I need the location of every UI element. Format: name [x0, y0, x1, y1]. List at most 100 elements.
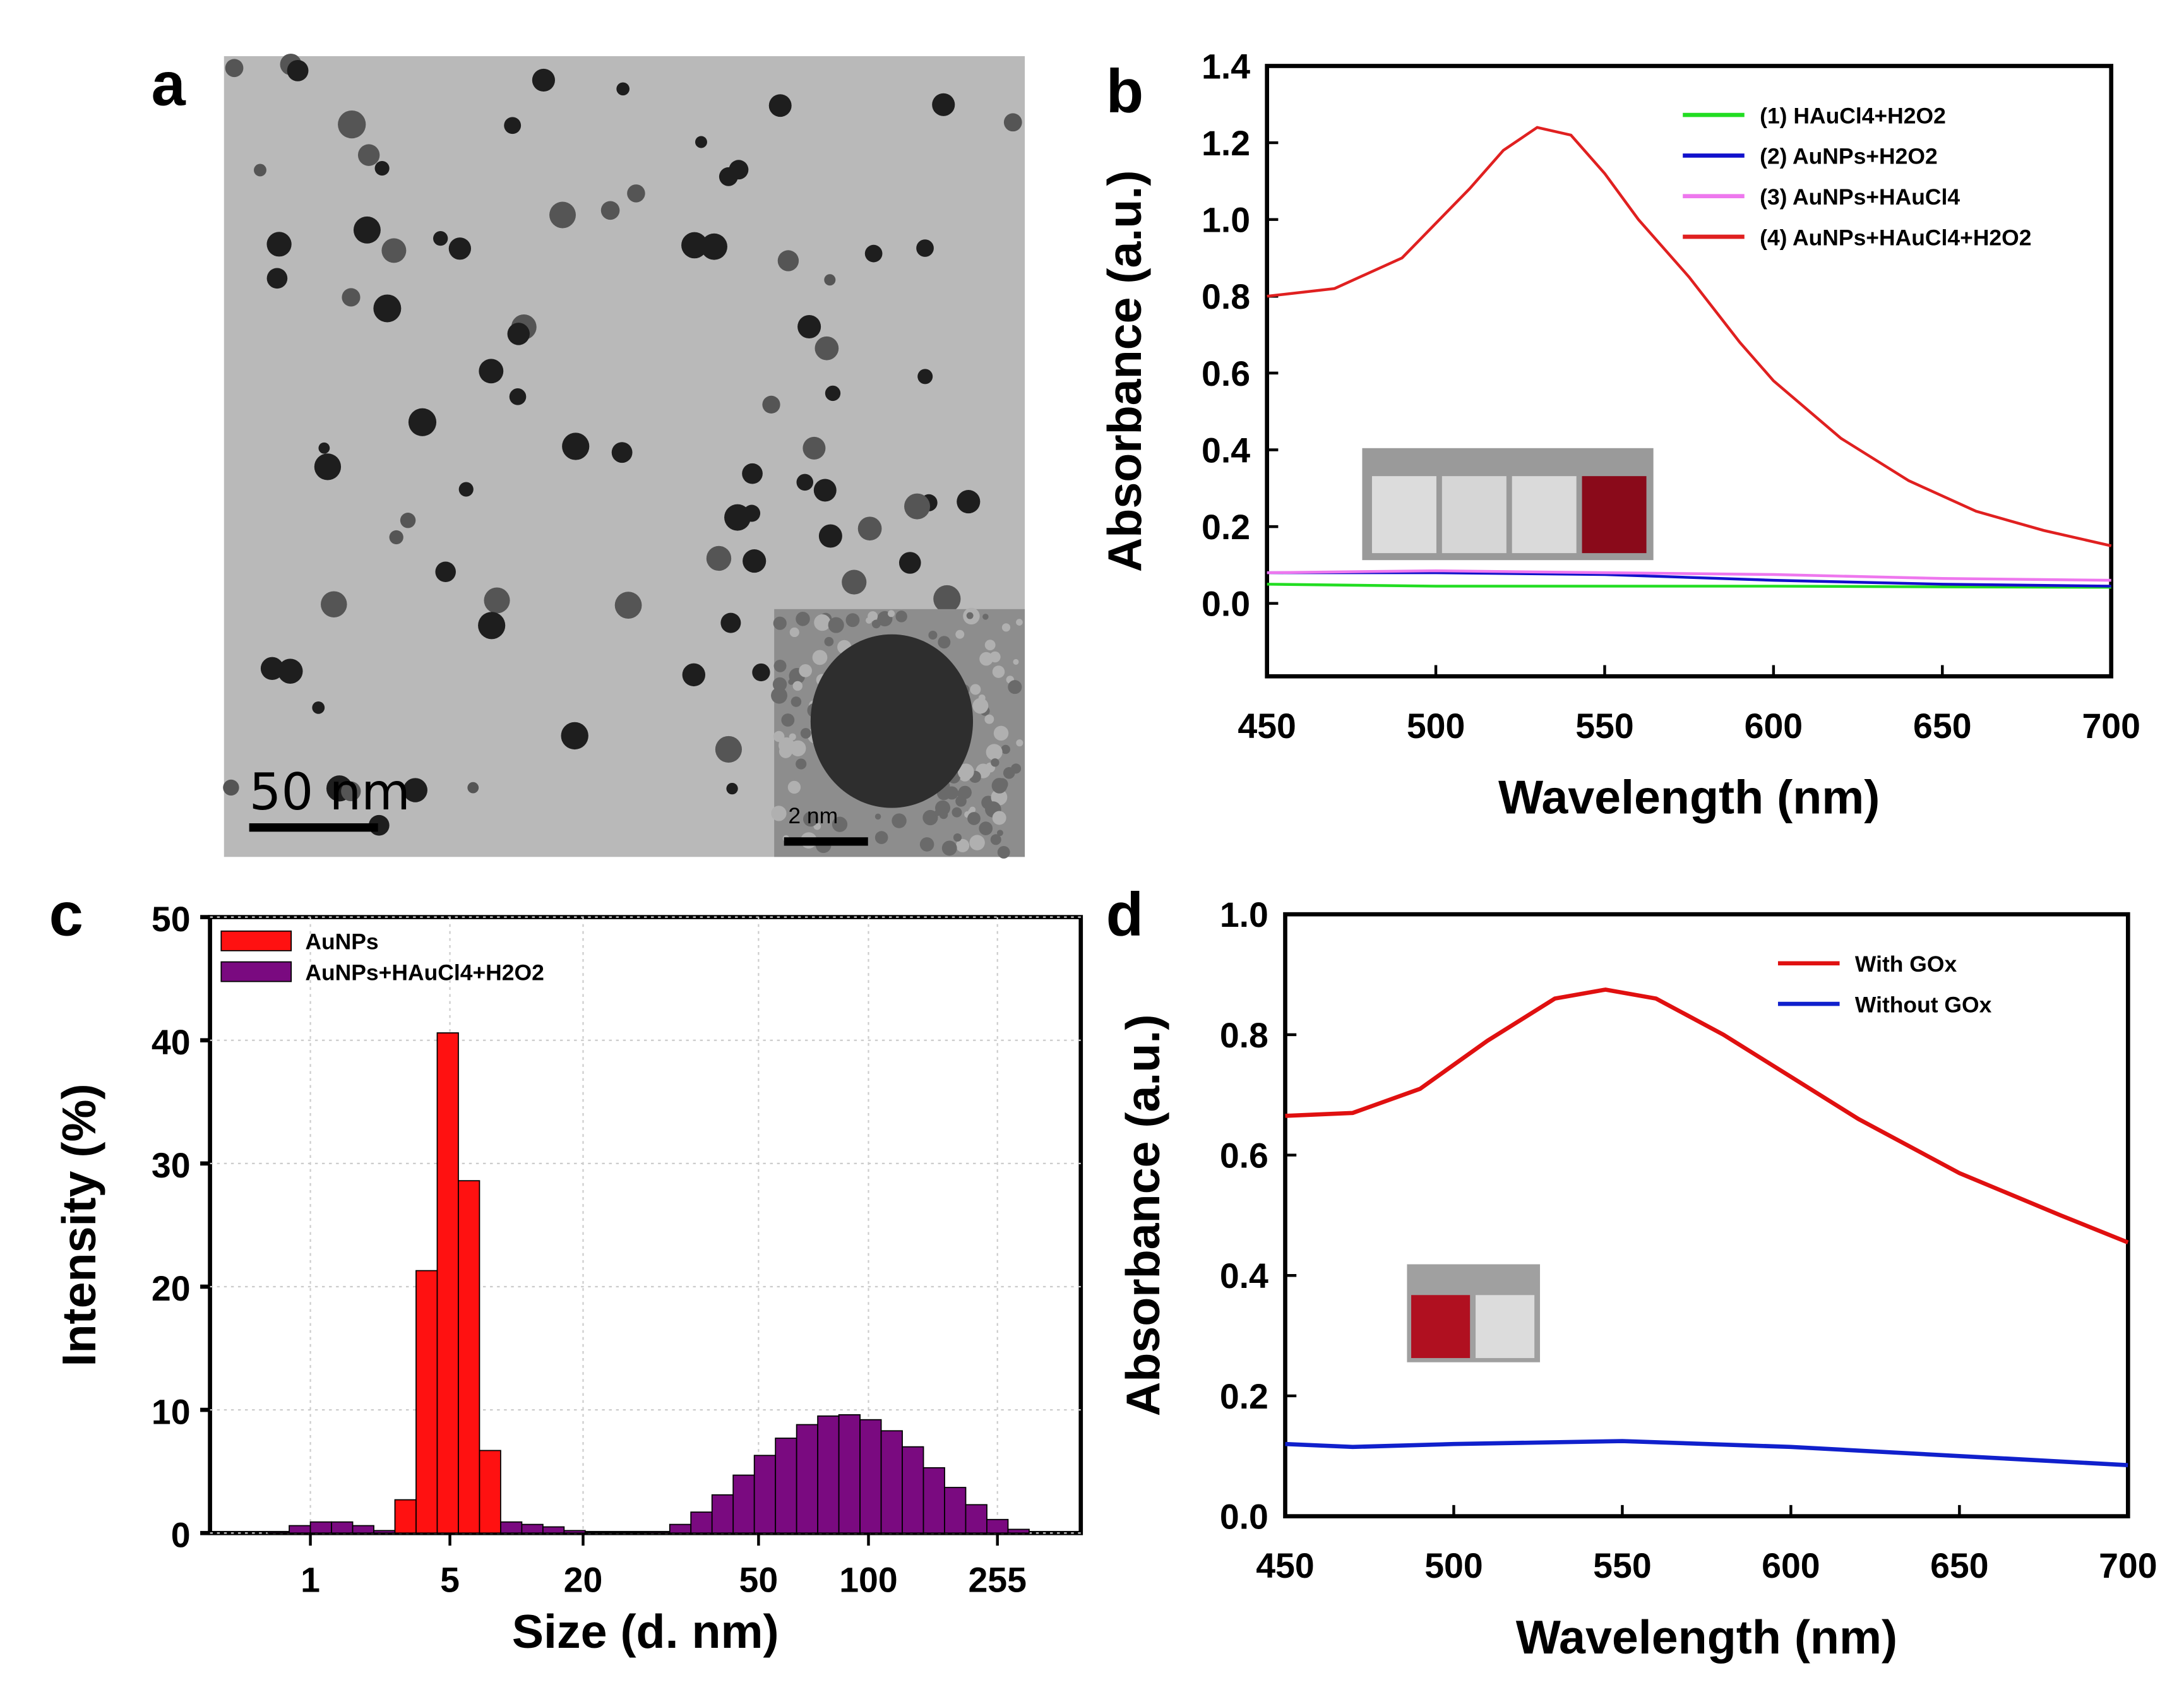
b-x-tick-label: 550 [1575, 706, 1633, 746]
nanoparticle [389, 530, 403, 545]
nanoparticle [562, 432, 590, 460]
d-x-axis-label: Wavelength (nm) [1516, 1611, 1897, 1664]
d-legend-label: Without GOx [1855, 992, 1992, 1017]
c-bar-2 [944, 1487, 967, 1534]
c-y-tick-label: 50 [152, 900, 191, 939]
b-x-tick-label: 600 [1745, 706, 1803, 746]
nanoparticle [742, 463, 763, 484]
c-bar-2 [626, 1532, 650, 1534]
nanoparticle [342, 288, 361, 307]
nanoparticle [768, 94, 792, 117]
b-y-tick-label: 1.4 [1202, 47, 1250, 86]
c-bar-2 [606, 1532, 628, 1534]
nanoparticle [600, 201, 620, 220]
nanoparticle [435, 561, 456, 582]
nanoparticle [254, 164, 266, 177]
c-legend-label: AuNPs [305, 929, 378, 955]
c-bar-1 [479, 1450, 501, 1534]
nanoparticle [715, 736, 743, 763]
nanoparticle [504, 117, 522, 134]
c-bar-1 [394, 1499, 417, 1534]
nanoparticle [467, 782, 479, 794]
nanoparticle [403, 778, 427, 802]
nanoparticle [318, 442, 330, 454]
d-y-tick-label: 0.6 [1220, 1136, 1268, 1176]
c-bar-2 [796, 1424, 819, 1534]
b-y-axis-label: Absorbance (a.u.) [1098, 170, 1151, 573]
nanoparticle [917, 369, 933, 384]
c-bar-2 [500, 1521, 523, 1534]
chart-dls-c: Size (d. nm) Intensity (%) 0 10 20 30 40 50 1 5 20… [52, 900, 1083, 1658]
b-plot-frame [1265, 64, 2114, 679]
nanoparticle [321, 591, 347, 617]
nanoparticle [743, 504, 761, 522]
c-bar-2 [669, 1523, 692, 1534]
c-bar-2 [1007, 1528, 1030, 1534]
c-x-tick-label: 50 [739, 1560, 779, 1599]
c-legend-swatch [220, 961, 292, 982]
nanoparticle [353, 216, 381, 244]
nanoparticle [225, 59, 244, 78]
nanoparticle [695, 136, 707, 148]
c-bar-2 [521, 1523, 544, 1534]
nanoparticle [478, 612, 506, 640]
c-bar-2 [584, 1532, 607, 1534]
c-bar-1 [458, 1180, 480, 1534]
b-y-tick-label: 0.4 [1202, 431, 1250, 470]
d-y-tick-label: 0.0 [1220, 1498, 1268, 1537]
c-x-tick-label: 5 [440, 1560, 460, 1599]
chart-uv-vis-b: Wavelength (nm) Absorbance (a.u.) 450 500 55… [1098, 47, 2140, 823]
d-y-axis-label: Absorbance (a.u.) [1116, 1015, 1169, 1417]
b-x-tick-label: 700 [2082, 706, 2140, 746]
inset-scale-bar [784, 837, 868, 846]
nanoparticle [312, 701, 325, 714]
b-series-line-2 [1267, 571, 2111, 588]
d-y-tick-label: 1.0 [1220, 895, 1268, 934]
nanoparticle [752, 663, 770, 682]
c-legend-swatch [220, 930, 292, 951]
nanoparticle [266, 232, 292, 257]
nanoparticle [916, 239, 934, 257]
d-y-tick-label: 0.2 [1220, 1377, 1268, 1416]
nanoparticle [374, 161, 390, 176]
nanoparticle [796, 474, 813, 491]
nanoparticle [484, 587, 510, 614]
panel-label-d: d [1106, 879, 1144, 948]
c-bar-2 [838, 1414, 861, 1534]
c-bar-2 [563, 1530, 586, 1534]
c-bar-2 [690, 1511, 713, 1534]
b-legend-label: (3) AuNPs+HAuCl4 [1760, 184, 1960, 210]
nanoparticle [933, 585, 961, 613]
nanoparticle [824, 274, 836, 286]
c-bar-2 [648, 1531, 671, 1534]
c-y-tick-label: 20 [152, 1269, 191, 1308]
nanoparticle [682, 663, 706, 687]
panel-label-c: c [49, 879, 83, 948]
nanoparticle [729, 160, 749, 180]
nanoparticle [825, 385, 841, 402]
c-bar-2 [965, 1504, 988, 1534]
c-bar-2 [753, 1455, 777, 1534]
nanoparticle [842, 569, 867, 595]
vials-photo-d [1407, 1264, 1541, 1362]
c-bar-2 [902, 1446, 924, 1534]
nanoparticle [614, 592, 642, 619]
b-y-tick-label: 0.2 [1202, 508, 1250, 547]
c-y-tick-label: 0 [171, 1515, 191, 1554]
nanoparticle [701, 233, 727, 260]
d-y-tick-label: 0.8 [1220, 1016, 1268, 1055]
b-x-tick-label: 500 [1407, 706, 1465, 746]
tem-image: 2 nm 50 nm [223, 53, 1025, 859]
nanoparticle [815, 336, 839, 360]
b-x-axis-label: Wavelength (nm) [1498, 771, 1880, 824]
nanoparticle [797, 315, 821, 339]
nanoparticle [706, 545, 732, 571]
c-bar-2 [986, 1518, 1009, 1534]
nanoparticle [743, 549, 767, 573]
nanoparticle [400, 513, 416, 528]
nanoparticle [616, 82, 630, 96]
d-y-tick-label: 0.4 [1220, 1256, 1268, 1296]
c-x-tick-label: 100 [839, 1560, 897, 1599]
nanoparticle [509, 388, 527, 405]
